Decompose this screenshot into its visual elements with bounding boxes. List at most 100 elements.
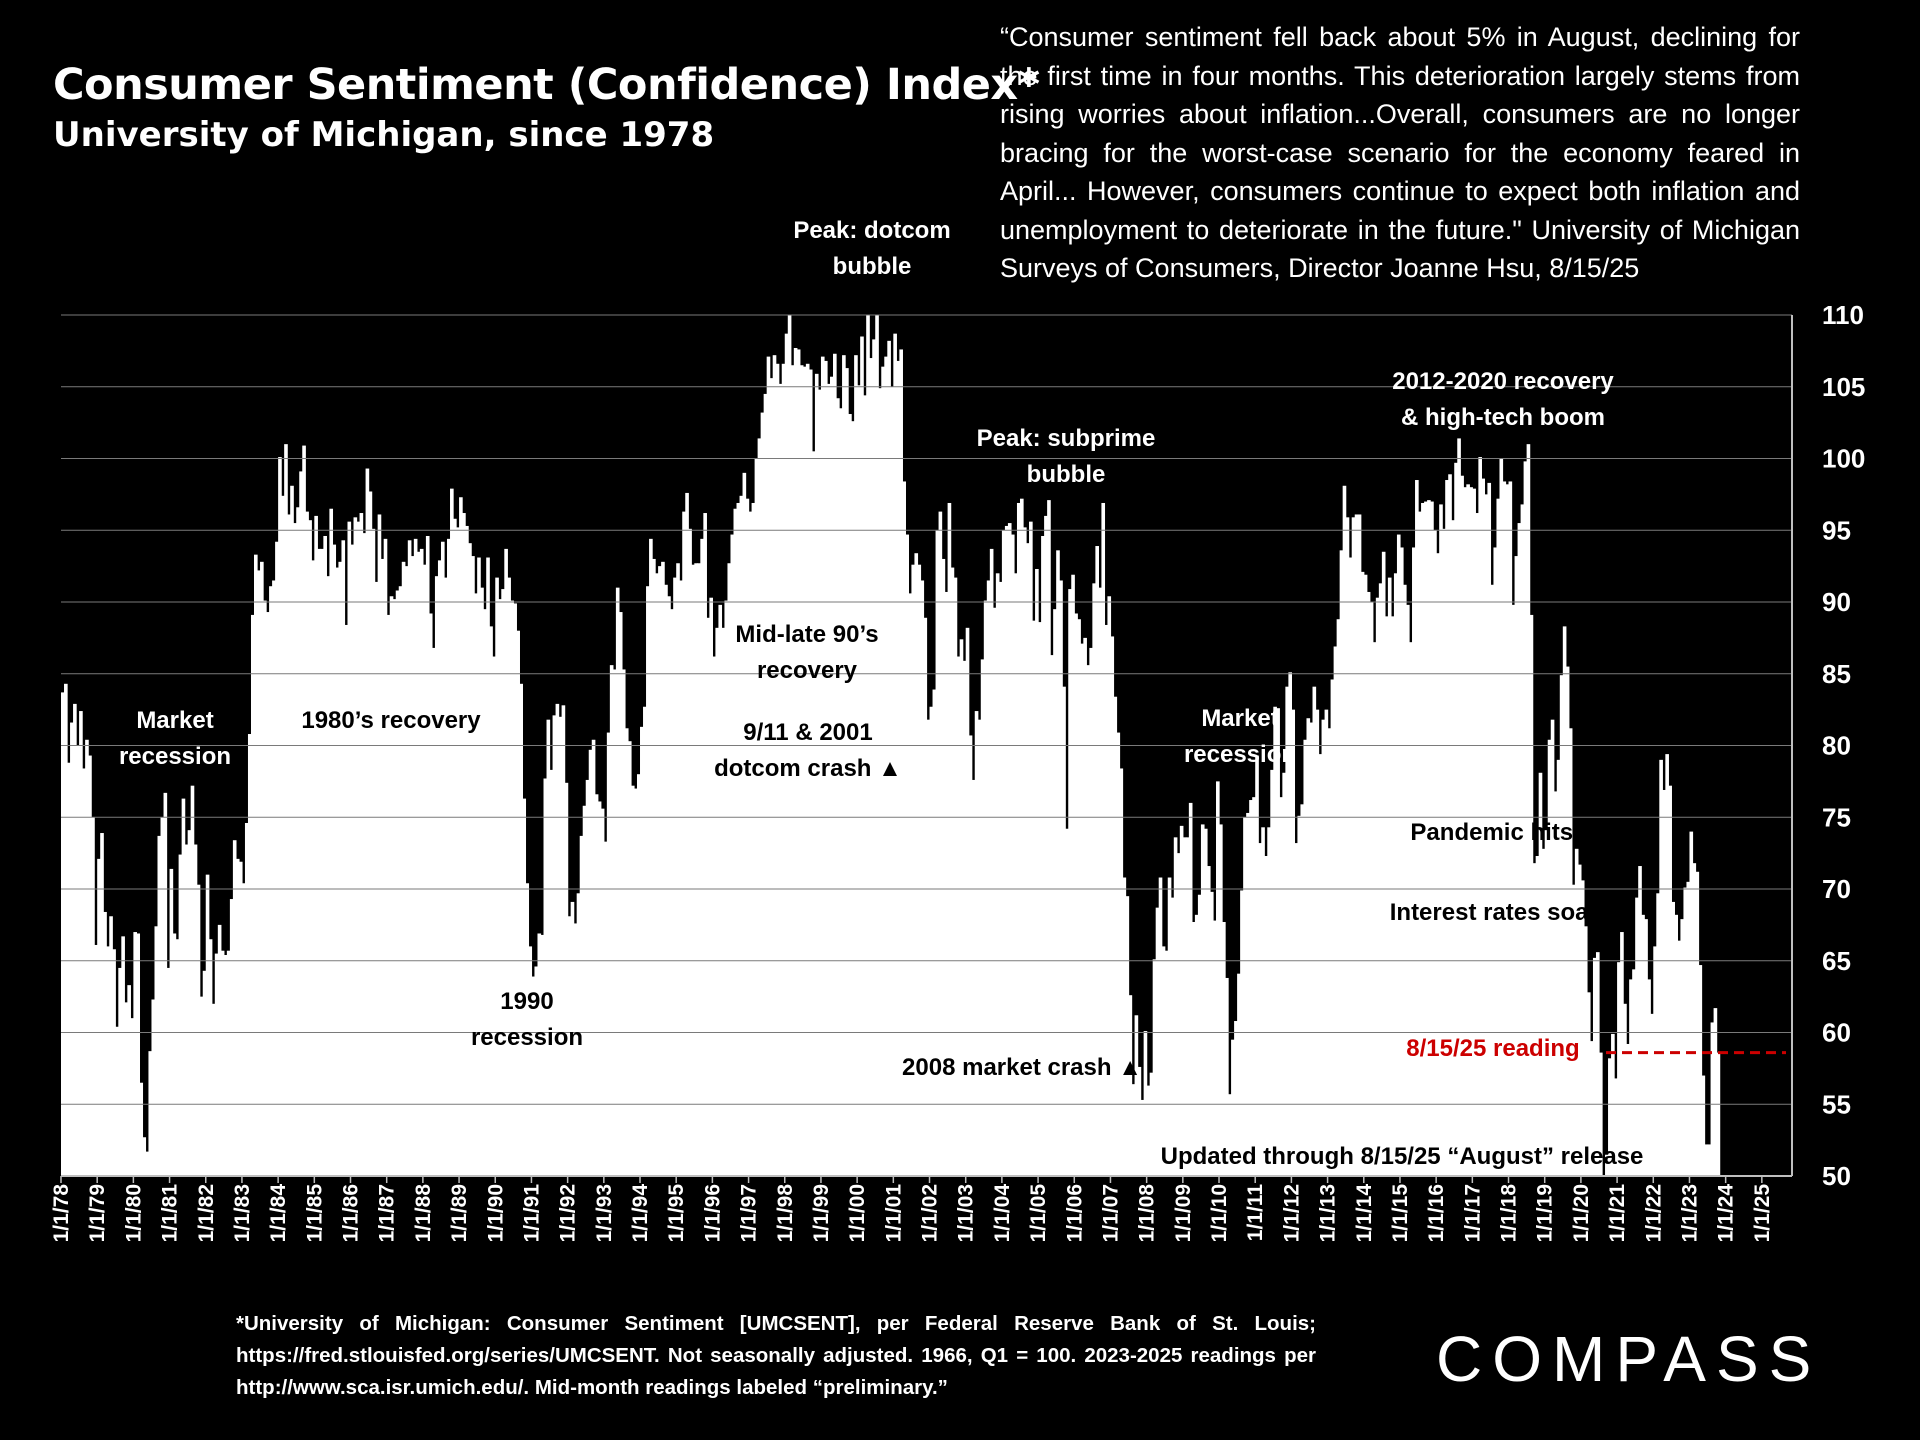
data-bar bbox=[1430, 501, 1434, 1176]
data-bar bbox=[100, 833, 104, 1176]
data-bar bbox=[1599, 1052, 1603, 1176]
data-bar bbox=[368, 491, 373, 1176]
data-bar bbox=[1463, 487, 1467, 1176]
data-bar bbox=[247, 734, 252, 1176]
data-bar bbox=[1556, 759, 1561, 1176]
data-bar bbox=[1312, 686, 1317, 1176]
data-bar bbox=[1173, 837, 1178, 1176]
data-bar bbox=[73, 703, 77, 1176]
data-bar bbox=[872, 339, 876, 1176]
x-tick-label: 1/1/97 bbox=[738, 1184, 761, 1242]
data-bar bbox=[1363, 574, 1368, 1176]
y-tick-label: 70 bbox=[1822, 874, 1851, 904]
annotation: 9/11 & 2001 dotcom crash ▲ bbox=[714, 719, 902, 782]
data-bar bbox=[1393, 573, 1398, 1176]
data-bar bbox=[980, 659, 985, 1176]
data-bar bbox=[655, 573, 659, 1176]
data-bar bbox=[1264, 856, 1268, 1176]
data-bar bbox=[1375, 597, 1380, 1176]
data-bar bbox=[887, 340, 891, 1177]
data-bar bbox=[1629, 979, 1633, 1176]
data-bar bbox=[290, 485, 294, 1176]
data-bar bbox=[365, 468, 370, 1176]
data-bar bbox=[1107, 596, 1112, 1176]
data-bar bbox=[64, 683, 68, 1176]
data-bar bbox=[332, 544, 337, 1176]
annotation-text: Mid-late 90’s bbox=[735, 621, 878, 648]
data-bar bbox=[567, 916, 572, 1176]
data-bar bbox=[600, 808, 605, 1176]
data-bar bbox=[1387, 577, 1392, 1176]
data-bar bbox=[1574, 848, 1579, 1176]
data-bar bbox=[881, 366, 885, 1176]
data-bar bbox=[486, 557, 490, 1176]
data-bar bbox=[944, 591, 949, 1176]
data-bar bbox=[757, 438, 762, 1176]
data-bar bbox=[968, 735, 973, 1176]
data-bar bbox=[1032, 620, 1036, 1176]
data-bar bbox=[244, 822, 249, 1176]
data-bar bbox=[1707, 1144, 1712, 1176]
data-bar bbox=[528, 946, 533, 1176]
data-bar bbox=[1303, 739, 1308, 1176]
data-bar bbox=[1511, 604, 1516, 1176]
data-bar bbox=[582, 805, 587, 1176]
data-bar bbox=[588, 749, 593, 1176]
data-bar bbox=[643, 706, 647, 1176]
data-bar bbox=[1445, 480, 1449, 1176]
data-bar bbox=[1047, 500, 1051, 1176]
data-bar bbox=[353, 517, 358, 1176]
data-bar bbox=[1044, 515, 1048, 1176]
data-bar bbox=[953, 577, 958, 1176]
data-bar bbox=[1092, 583, 1096, 1176]
data-bar bbox=[398, 586, 403, 1176]
data-bar bbox=[947, 502, 952, 1177]
data-bar bbox=[552, 715, 557, 1176]
data-bar bbox=[1158, 877, 1163, 1176]
data-bar bbox=[1592, 957, 1597, 1176]
x-tick-label: 1/1/94 bbox=[629, 1184, 652, 1243]
data-bar bbox=[1137, 1066, 1142, 1176]
data-bar bbox=[163, 792, 168, 1176]
annotation: Peak: dotcom bubble bbox=[793, 217, 950, 280]
data-bar bbox=[459, 497, 463, 1176]
data-bar bbox=[1128, 995, 1133, 1176]
data-bar bbox=[1396, 534, 1401, 1176]
data-bar bbox=[1442, 528, 1446, 1176]
data-bar bbox=[1324, 709, 1329, 1177]
data-bar bbox=[805, 363, 810, 1176]
data-bar bbox=[811, 451, 816, 1177]
data-bar bbox=[860, 336, 864, 1176]
y-tick-label: 100 bbox=[1822, 444, 1865, 474]
annotation: 8/15/25 reading bbox=[1406, 1035, 1579, 1062]
data-bar bbox=[1074, 613, 1078, 1176]
data-bar bbox=[127, 985, 131, 1176]
data-bar bbox=[1134, 1015, 1139, 1176]
data-bar bbox=[1439, 504, 1443, 1176]
x-tick-label: 1/1/24 bbox=[1715, 1184, 1738, 1243]
data-bar bbox=[730, 534, 735, 1176]
data-bar bbox=[160, 817, 165, 1176]
y-tick-label: 105 bbox=[1822, 372, 1865, 402]
data-bar bbox=[890, 386, 894, 1176]
data-bar bbox=[1206, 866, 1211, 1176]
data-bar bbox=[739, 495, 744, 1176]
data-bar bbox=[621, 669, 626, 1176]
annotation-text: bubble bbox=[833, 253, 912, 280]
x-tick-label: 1/1/03 bbox=[955, 1184, 978, 1242]
x-tick-label: 1/1/96 bbox=[701, 1184, 724, 1242]
data-bar bbox=[679, 580, 683, 1176]
data-bar bbox=[1650, 1013, 1654, 1176]
data-bar bbox=[546, 719, 551, 1176]
data-bar bbox=[371, 528, 376, 1176]
data-bar bbox=[326, 576, 330, 1176]
data-bar bbox=[1478, 457, 1482, 1176]
x-tick-label: 1/1/05 bbox=[1027, 1184, 1050, 1243]
data-bar bbox=[1155, 907, 1160, 1176]
annotation-text: 2008 market crash ▲ bbox=[902, 1054, 1142, 1081]
data-bar bbox=[908, 593, 913, 1176]
y-tick-label: 60 bbox=[1822, 1018, 1851, 1048]
data-bar bbox=[139, 1082, 144, 1176]
data-bar bbox=[670, 609, 674, 1176]
data-bar bbox=[413, 538, 418, 1176]
